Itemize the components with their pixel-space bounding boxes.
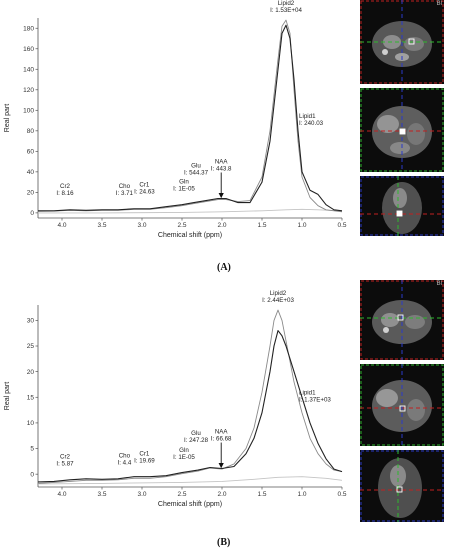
- annotation-name: Cr1: [139, 182, 150, 189]
- y-tick-label: 60: [27, 149, 35, 156]
- x-tick-label: 2.0: [217, 491, 226, 498]
- mri-coronal-image-b[interactable]: [360, 364, 444, 446]
- annotation-name: NAA: [215, 159, 229, 166]
- mri-sagittal-picture: [360, 176, 444, 236]
- y-tick-label: 20: [27, 190, 35, 197]
- annotation-value: I: 5.87: [56, 460, 74, 467]
- x-tick-label: 2.5: [177, 491, 186, 498]
- annotation-value: I: 1E-05: [173, 454, 195, 461]
- spectrum-series-1: [37, 330, 343, 483]
- y-tick-label: 160: [23, 46, 34, 53]
- annotation-value: I: 3.71: [116, 190, 134, 197]
- annotation-value: I: 24.63: [134, 189, 155, 196]
- annotation-value: I: 1.53E+04: [270, 7, 302, 14]
- x-tick-label: 0.5: [337, 491, 346, 498]
- spectrum-plot-b: 4.0 3.5 3.0 2.5 2.0 1.5 1.0 0.5 0 5 10 15 20 25 30 Chem…: [4, 290, 347, 508]
- mri-axial-image-a[interactable]: Bl: [360, 0, 444, 84]
- mri-corner-label: Bl: [436, 281, 442, 287]
- annotation-value: I: 19.69: [134, 458, 155, 465]
- spectrum-plot-a: 4.0 3.5 3.0 2.5 2.0 1.5 1.0 0.5 0 20 40 60 80 100 120 1…: [4, 0, 347, 239]
- annotation-name: Cho: [119, 183, 131, 190]
- x-axis-title: Chemical shift (ppm): [158, 232, 222, 239]
- y-tick-label: 140: [23, 66, 34, 73]
- x-tick-label: 1.0: [297, 491, 306, 498]
- y-axis-title: Real part: [4, 382, 11, 410]
- y-tick-label: 120: [23, 87, 34, 94]
- x-axis-title: Chemical shift (ppm): [158, 501, 222, 508]
- mri-sagittal-image-a[interactable]: [360, 176, 444, 236]
- panel-b: 4.0 3.5 3.0 2.5 2.0 1.5 1.0 0.5 0 5 10 15 20 25 30 Chem…: [0, 275, 452, 550]
- mri-sagittal-picture: [360, 450, 444, 522]
- annotation-value: I: 4.4: [118, 459, 132, 466]
- x-tick-label: 1.5: [257, 491, 266, 498]
- annotation-name: Lipid2: [270, 290, 287, 297]
- spectrum-series-1: [38, 24, 343, 212]
- x-tick-label: 4.0: [57, 491, 66, 498]
- annotation-name: Cr2: [60, 453, 71, 460]
- mri-axial-image-b[interactable]: Bl: [360, 280, 444, 360]
- annotation-value: I: 1.37E+03: [299, 397, 331, 404]
- y-tick-label: 0: [30, 471, 34, 478]
- panel-label-b: (B): [217, 537, 231, 548]
- annotation-name: NAA: [215, 429, 229, 436]
- y-tick-label: 25: [27, 343, 35, 350]
- x-tick-label: 3.0: [137, 491, 146, 498]
- annotation-value: I: 1E-05: [173, 186, 195, 193]
- annotation-value: I: 544.37: [184, 170, 209, 177]
- y-tick-label: 20: [27, 369, 35, 376]
- annotation-name: Lipid1: [299, 390, 316, 397]
- x-tick-label: 4.0: [57, 222, 66, 229]
- spectrum-series-2: [37, 309, 343, 484]
- x-tick-label: 0.5: [337, 222, 346, 229]
- x-tick-label: 2.5: [177, 222, 186, 229]
- annotation-value: I: 2.44E+03: [262, 297, 294, 304]
- y-tick-label: 100: [23, 108, 34, 115]
- annotation-value: I: 240.03: [299, 120, 324, 127]
- annotation-name: Cr2: [60, 183, 71, 190]
- x-tick-label: 1.0: [297, 222, 306, 229]
- spectrum-series-3: [38, 208, 343, 214]
- annotation-name: Lipid1: [299, 113, 316, 120]
- mri-coronal-picture: [360, 88, 444, 172]
- mri-corner-label: Bl: [436, 1, 442, 7]
- annotation-value: I: 247.28: [184, 437, 209, 444]
- y-tick-label: 30: [27, 318, 35, 325]
- mri-axial-picture: [360, 280, 444, 360]
- annotation-name: Gln: [179, 179, 189, 186]
- x-tick-label: 2.0: [217, 222, 226, 229]
- panel-label-a: (A): [217, 262, 231, 273]
- annotation-name: Lipid2: [278, 0, 295, 7]
- y-tick-label: 180: [23, 25, 34, 32]
- x-tick-label: 3.0: [137, 222, 146, 229]
- annotation-name: Glu: [191, 430, 201, 437]
- y-tick-label: 15: [27, 394, 35, 401]
- annotation-name: Gln: [179, 447, 189, 454]
- mri-coronal-image-a[interactable]: [360, 88, 444, 172]
- spectrum-series-3: [37, 476, 343, 485]
- mri-sagittal-image-b[interactable]: [360, 450, 444, 522]
- annotation-name: Cr1: [139, 451, 150, 458]
- y-axis-title: Real part: [4, 104, 11, 132]
- mri-coronal-picture: [360, 364, 444, 446]
- x-tick-label: 3.5: [97, 491, 106, 498]
- y-tick-label: 0: [30, 210, 34, 217]
- annotation-name: Glu: [191, 163, 201, 170]
- annotation-value: I: 8.16: [56, 190, 74, 197]
- x-tick-label: 3.5: [97, 222, 106, 229]
- annotation-name: Cho: [119, 452, 131, 459]
- y-tick-label: 80: [27, 128, 35, 135]
- y-tick-label: 5: [30, 446, 34, 453]
- panel-a: 4.0 3.5 3.0 2.5 2.0 1.5 1.0 0.5 0 20 40 60 80 100 120 1…: [0, 0, 452, 273]
- x-tick-label: 1.5: [257, 222, 266, 229]
- annotation-value: I: 66.68: [211, 436, 232, 443]
- annotation-value: I: 443.8: [211, 166, 232, 173]
- y-tick-label: 40: [27, 169, 35, 176]
- mri-axial-picture: [360, 0, 444, 84]
- y-tick-label: 10: [27, 420, 35, 427]
